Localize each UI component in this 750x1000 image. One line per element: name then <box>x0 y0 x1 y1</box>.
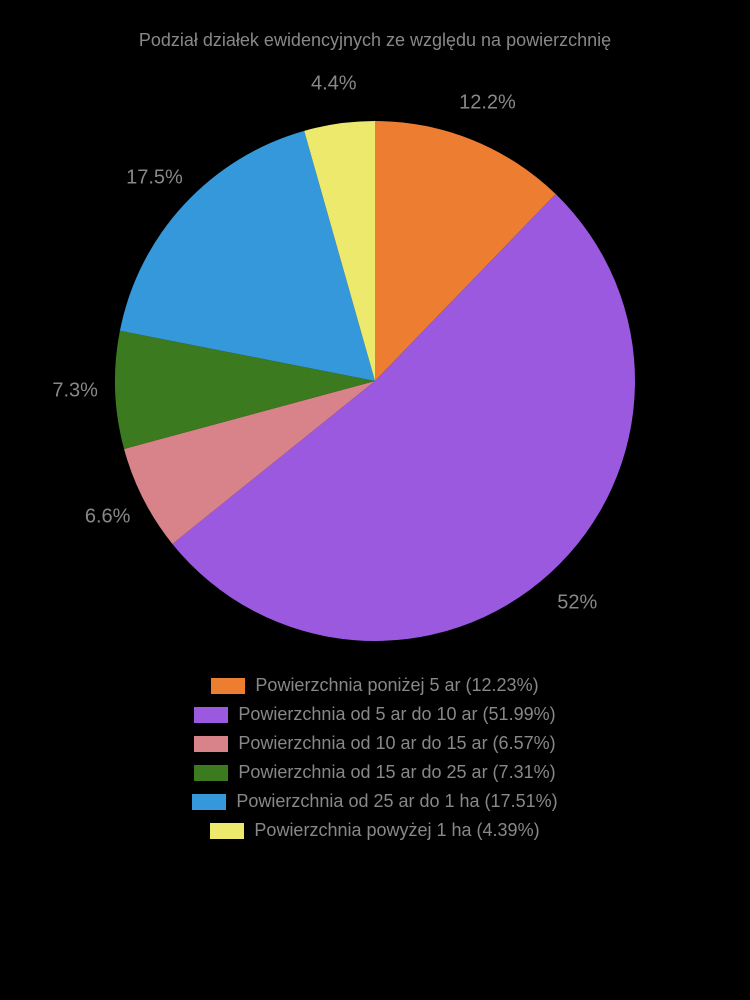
legend-swatch <box>194 707 228 723</box>
legend-item: Powierzchnia od 5 ar do 10 ar (51.99%) <box>194 704 555 725</box>
slice-label: 17.5% <box>126 166 183 189</box>
legend-item: Powierzchnia od 10 ar do 15 ar (6.57%) <box>194 733 555 754</box>
legend-item: Powierzchnia powyżej 1 ha (4.39%) <box>210 820 539 841</box>
legend-label: Powierzchnia od 5 ar do 10 ar (51.99%) <box>238 704 555 725</box>
slice-label: 12.2% <box>459 91 516 114</box>
legend-label: Powierzchnia od 25 ar do 1 ha (17.51%) <box>236 791 557 812</box>
legend-label: Powierzchnia poniżej 5 ar (12.23%) <box>255 675 538 696</box>
legend-swatch <box>210 823 244 839</box>
legend: Powierzchnia poniżej 5 ar (12.23%) Powier… <box>55 671 695 845</box>
slice-label: 7.3% <box>52 380 98 403</box>
legend-swatch <box>211 678 245 694</box>
legend-swatch <box>194 765 228 781</box>
pie-chart-area: 12.2% 52% 6.6% 7.3% 17.5% 4.4% <box>0 51 750 671</box>
legend-swatch <box>192 794 226 810</box>
slice-label: 4.4% <box>311 72 357 95</box>
legend-item: Powierzchnia od 15 ar do 25 ar (7.31%) <box>194 762 555 783</box>
legend-item: Powierzchnia poniżej 5 ar (12.23%) <box>211 675 538 696</box>
chart-title: Podział działek ewidencyjnych ze względu… <box>0 0 750 51</box>
pie-svg <box>0 51 750 671</box>
legend-label: Powierzchnia od 10 ar do 15 ar (6.57%) <box>238 733 555 754</box>
slice-label: 6.6% <box>85 506 131 529</box>
legend-swatch <box>194 736 228 752</box>
legend-label: Powierzchnia od 15 ar do 25 ar (7.31%) <box>238 762 555 783</box>
slice-label: 52% <box>557 591 597 614</box>
legend-label: Powierzchnia powyżej 1 ha (4.39%) <box>254 820 539 841</box>
legend-item: Powierzchnia od 25 ar do 1 ha (17.51%) <box>192 791 557 812</box>
